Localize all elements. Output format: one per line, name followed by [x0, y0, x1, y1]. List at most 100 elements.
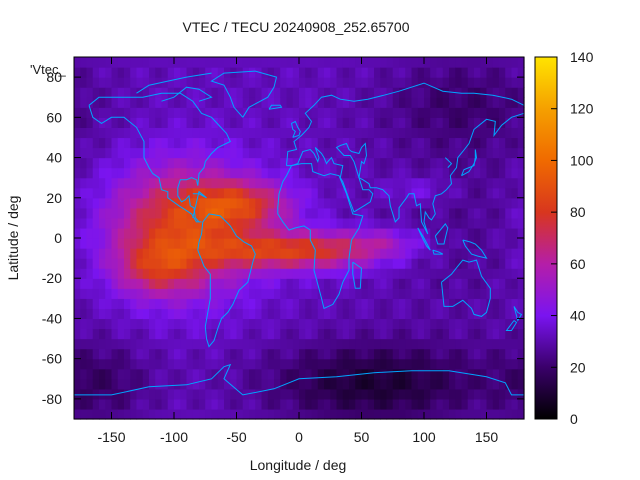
heatmap-cell [449, 197, 456, 209]
heatmap-cell [136, 238, 144, 249]
heatmap-cell [349, 117, 356, 128]
heatmap-cell [105, 117, 113, 128]
heatmap-cell [461, 328, 469, 340]
heatmap-cell [242, 408, 250, 420]
heatmap-cell [255, 157, 263, 169]
heatmap-cell [386, 388, 394, 400]
heatmap-cell [192, 398, 200, 410]
heatmap-cell [92, 207, 100, 219]
heatmap-cell [411, 248, 419, 259]
heatmap-cell [386, 67, 394, 78]
coastline [74, 363, 524, 396]
heatmap-cell [92, 197, 100, 209]
heatmap-cell [255, 207, 263, 219]
heatmap-cell [436, 248, 444, 259]
heatmap-cell [167, 238, 175, 249]
heatmap-cell [461, 57, 469, 68]
heatmap-cell [261, 107, 269, 118]
heatmap-cell [99, 147, 106, 159]
heatmap-cell [186, 328, 194, 340]
heatmap-cell [149, 358, 156, 370]
heatmap-cell [161, 338, 169, 350]
heatmap-cell [236, 97, 244, 108]
heatmap-cell [430, 57, 438, 68]
heatmap-cell [480, 137, 488, 149]
heatmap-cell [380, 147, 388, 159]
heatmap-cell [117, 157, 125, 169]
heatmap-cell [417, 258, 425, 269]
heatmap-cell [305, 288, 313, 299]
heatmap-cell [311, 207, 319, 219]
heatmap-cell [249, 177, 256, 189]
heatmap-cell [461, 258, 469, 269]
heatmap-cell [224, 187, 231, 199]
heatmap-cell [486, 308, 494, 320]
heatmap-cell [149, 197, 156, 209]
heatmap-cell [292, 378, 300, 390]
heatmap-cell [92, 147, 100, 159]
heatmap-cell [499, 328, 506, 340]
heatmap-cell [86, 77, 94, 88]
heatmap-cell [186, 338, 194, 350]
heatmap-cell [492, 368, 500, 380]
heatmap-cell [142, 187, 150, 199]
heatmap-cell [86, 288, 94, 299]
heatmap-cell [292, 398, 300, 410]
heatmap-cell [492, 147, 500, 159]
heatmap-cell [486, 278, 494, 289]
heatmap-cell [486, 388, 494, 400]
heatmap-cell [467, 167, 475, 179]
heatmap-cell [336, 167, 344, 179]
heatmap-cell [511, 117, 519, 128]
heatmap-cell [480, 318, 488, 330]
heatmap-cell [392, 67, 400, 78]
heatmap-cell [374, 117, 381, 128]
heatmap-cell [324, 77, 331, 88]
heatmap-cell [267, 268, 275, 279]
heatmap-cell [74, 107, 81, 118]
heatmap-cell [417, 57, 425, 68]
heatmap-cell [155, 328, 163, 340]
heatmap-cell [399, 308, 406, 320]
heatmap-cell [386, 348, 394, 360]
colorbar-tick-label: 100 [570, 152, 594, 168]
heatmap-cell [142, 117, 150, 128]
heatmap-cell [424, 288, 431, 299]
heatmap-cell [505, 378, 513, 390]
heatmap-cell [355, 227, 363, 239]
heatmap-cell [430, 107, 438, 118]
heatmap-cell [124, 238, 131, 249]
key-label: 'Vtec_ [30, 62, 66, 77]
heatmap-cell [424, 348, 431, 360]
heatmap-cell [130, 137, 138, 149]
heatmap-cell [374, 348, 381, 360]
heatmap-cell [442, 177, 450, 189]
heatmap-cell [386, 278, 394, 289]
heatmap-cell [149, 298, 156, 309]
heatmap-cell [217, 308, 225, 320]
heatmap-cell [211, 298, 219, 309]
heatmap-cell [480, 288, 488, 299]
heatmap-cell [174, 408, 181, 420]
heatmap-cell [99, 288, 106, 299]
heatmap-cell [374, 177, 381, 189]
heatmap-cell [380, 238, 388, 249]
heatmap-cell [192, 67, 200, 78]
heatmap-cell [436, 348, 444, 360]
heatmap-cell [236, 368, 244, 380]
heatmap-cell [274, 67, 281, 78]
heatmap-cell [149, 328, 156, 340]
heatmap-cell [167, 127, 175, 139]
heatmap-cell [117, 408, 125, 420]
heatmap-cell [117, 167, 125, 179]
heatmap-cell [517, 378, 525, 390]
heatmap-cell [317, 318, 325, 330]
heatmap-cell [436, 378, 444, 390]
heatmap-cell [311, 388, 319, 400]
heatmap-cell [224, 57, 231, 68]
heatmap-cell [480, 87, 488, 98]
heatmap-cell [174, 227, 181, 239]
heatmap-cell [124, 167, 131, 179]
heatmap-cell [499, 348, 506, 360]
heatmap-cell [392, 238, 400, 249]
